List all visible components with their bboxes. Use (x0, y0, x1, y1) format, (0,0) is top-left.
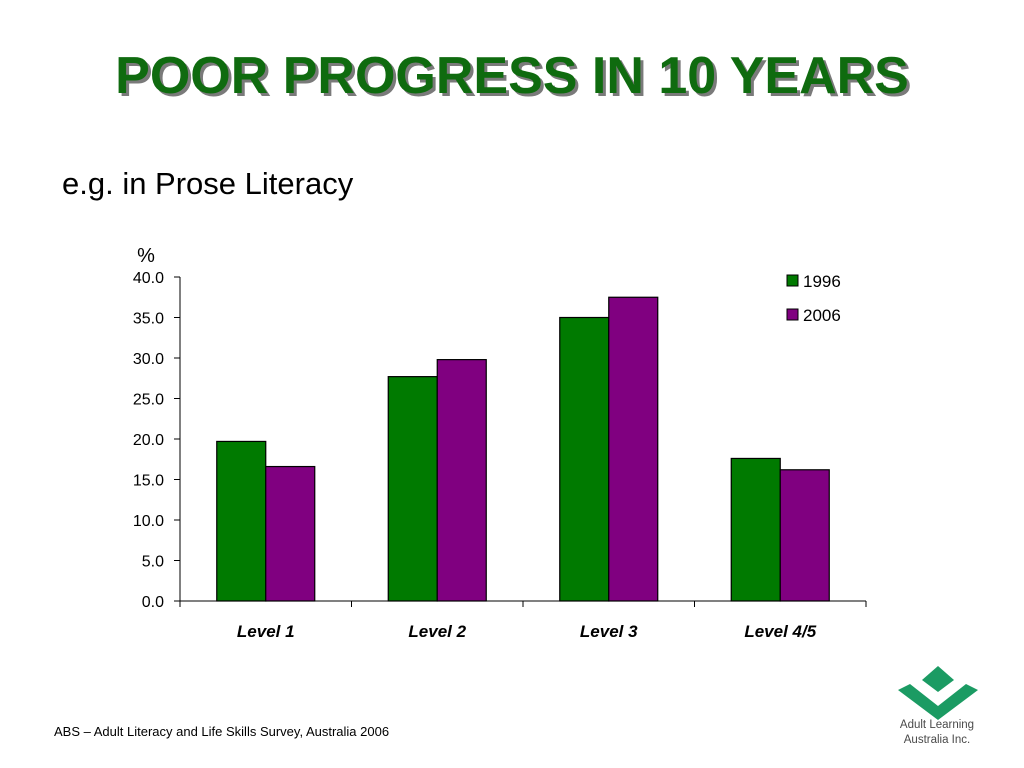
source-footnote: ABS – Adult Literacy and Life Skills Sur… (54, 724, 390, 739)
x-tick-label: Level 2 (408, 622, 466, 641)
y-tick-label: 5.0 (142, 554, 164, 571)
logo-line-2: Australia Inc. (903, 734, 971, 746)
bar-2006-2 (436, 359, 487, 602)
y-axis-label: % (137, 245, 155, 267)
logo-text: Adult Learning Australia Inc. (872, 718, 1002, 748)
bar-2006-1 (265, 465, 316, 602)
diamond-logo-icon (898, 666, 978, 720)
bar-1996-3 (559, 316, 610, 602)
x-tick-label: Level 3 (580, 622, 638, 641)
y-tick-label: 15.0 (133, 473, 164, 490)
y-tick-label: 20.0 (133, 432, 164, 449)
bar-2006-3 (608, 296, 659, 602)
y-tick-label: 10.0 (133, 513, 164, 530)
y-axis: 0.0 5.0 10.0 15.0 20.0 25.0 30.0 35.0 40.0 (133, 270, 181, 611)
bar-2006-4 (779, 469, 830, 602)
legend-label-2006: 2006 (803, 306, 841, 325)
bars (216, 296, 830, 602)
x-axis: Level 1 Level 2 Level 3 Level 4/5 (179, 600, 867, 641)
legend: 1996 2006 (786, 272, 841, 325)
x-tick-label: Level 4/5 (744, 622, 816, 641)
y-tick-label: 40.0 (133, 270, 164, 287)
y-tick-label: 35.0 (133, 311, 164, 328)
legend-swatch-1996 (786, 274, 799, 287)
bar-1996-1 (216, 440, 267, 602)
y-tick-label: 30.0 (133, 351, 164, 368)
bar-1996-2 (387, 376, 438, 602)
logo-line-1: Adult Learning (899, 719, 975, 731)
slide-subtitle: e.g. in Prose Literacy (62, 166, 354, 201)
y-tick-label: 0.0 (142, 594, 164, 611)
legend-label-1996: 1996 (803, 272, 841, 291)
legend-swatch-2006 (786, 308, 799, 321)
slide-title: POOR PROGRESS IN 10 YEARS (115, 47, 909, 105)
y-tick-label: 25.0 (133, 392, 164, 409)
bar-1996-4 (730, 457, 781, 602)
x-tick-label: Level 1 (237, 622, 295, 641)
